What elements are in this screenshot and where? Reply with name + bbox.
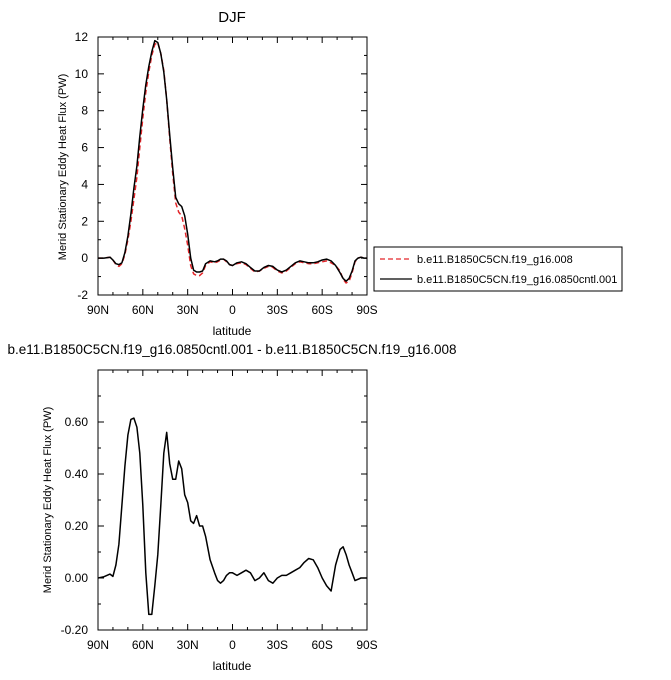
top-chart-y-tick-label: 2: [81, 214, 88, 228]
bottom-chart-axes: 90N 60N 30N 0 30S 60S 90S -0.20 0.00 0.20 0.40 0.60: [61, 369, 378, 652]
bottom-chart-x-tick-label: 30N: [177, 638, 199, 652]
top-chart-x-tick-label: 30S: [267, 303, 288, 317]
bottom-chart: b.e11.B1850C5CN.f19_g16.0850cntl.001 - b…: [7, 342, 456, 673]
legend-entry-series-b: b.e11.B1850C5CN.f19_g16.0850cntl.001: [417, 274, 617, 286]
bottom-chart-x-tick-label: 60S: [311, 638, 332, 652]
top-chart-x-tick-label: 60S: [311, 303, 332, 317]
top-chart-y-tick-label: 10: [75, 67, 89, 81]
top-chart-y-tick-label: -2: [77, 288, 88, 302]
bottom-chart-plot-frame: [97, 369, 368, 631]
top-chart-x-axis-label: latitude: [213, 324, 252, 338]
top-chart: DJF 90N 60N 30N 0 30S 60S 90S -2 0 2 4 6 8 10 12 latit…: [57, 9, 378, 338]
bottom-chart-series-line-0: [98, 417, 367, 616]
top-chart-y-axis-label: Merid Stationary Eddy Heat Flux (PW): [57, 74, 69, 260]
legend-box: [373, 246, 623, 292]
legend: b.e11.B1850C5CN.f19_g16.008 b.e11.B1850C…: [373, 246, 623, 292]
top-chart-y-tick-label: 6: [81, 141, 88, 155]
legend-entry-series-a: b.e11.B1850C5CN.f19_g16.008: [417, 254, 573, 266]
bottom-chart-y-tick-label: -0.20: [61, 623, 89, 637]
top-chart-y-tick-label: 4: [81, 177, 88, 191]
bottom-chart-x-tick-label: 90S: [356, 638, 377, 652]
bottom-chart-y-tick-label: 0.60: [65, 415, 89, 429]
bottom-chart-y-tick-label: 0.40: [65, 467, 89, 481]
top-chart-x-tick-label: 30N: [177, 303, 199, 317]
bottom-chart-y-tick-label: 0.00: [65, 571, 89, 585]
bottom-chart-y-tick-label: 0.20: [65, 519, 89, 533]
bottom-chart-x-axis-label: latitude: [213, 659, 252, 673]
bottom-chart-x-tick-label: 30S: [267, 638, 288, 652]
bottom-chart-x-tick-label: 60N: [132, 638, 154, 652]
top-chart-series-group: [98, 39, 367, 284]
top-chart-x-tick-label: 60N: [132, 303, 154, 317]
top-chart-axes: 90N 60N 30N 0 30S 60S 90S -2 0 2 4 6 8 10 12: [75, 30, 378, 317]
top-chart-x-tick-label: 90N: [87, 303, 109, 317]
top-chart-x-tick-label: 0: [229, 303, 236, 317]
top-chart-y-tick-label: 0: [81, 251, 88, 265]
bottom-chart-series-group: [98, 417, 367, 616]
top-chart-series-line-0: [98, 41, 367, 284]
top-chart-y-tick-label: 12: [75, 30, 89, 44]
top-chart-y-tick-label: 8: [81, 104, 88, 118]
bottom-chart-x-tick-label: 0: [229, 638, 236, 652]
top-chart-x-tick-label: 90S: [356, 303, 377, 317]
bottom-chart-x-tick-label: 90N: [87, 638, 109, 652]
bottom-chart-title: b.e11.B1850C5CN.f19_g16.0850cntl.001 - b…: [7, 342, 456, 357]
top-chart-title: DJF: [218, 9, 246, 26]
bottom-chart-y-axis-label: Merid Stationary Eddy Heat Flux (PW): [42, 407, 54, 593]
top-chart-series-line-1: [98, 39, 367, 282]
